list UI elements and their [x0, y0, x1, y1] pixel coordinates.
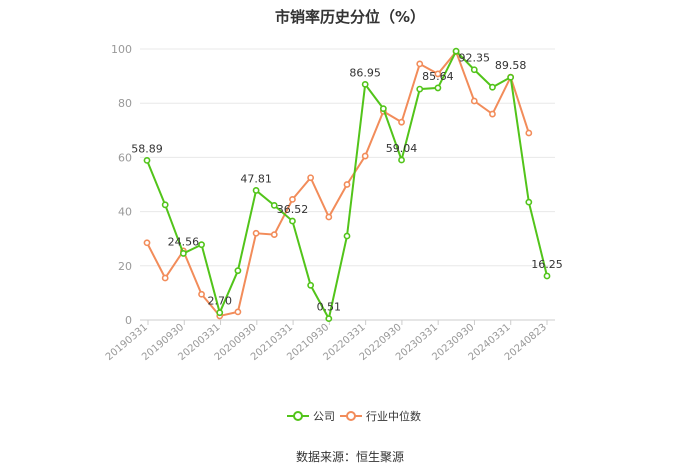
data-source: 数据来源：恒生聚源 [296, 449, 404, 464]
data-point[interactable] [452, 47, 460, 55]
legend-item-company[interactable]: 公司 [287, 410, 335, 423]
data-label: 85.64 [422, 70, 454, 83]
data-label: 2.70 [207, 295, 232, 308]
data-point[interactable] [270, 231, 278, 239]
data-point[interactable] [507, 73, 515, 81]
data-point[interactable] [270, 201, 278, 209]
data-point[interactable] [470, 97, 478, 105]
data-point[interactable] [525, 129, 533, 137]
y-tick-label: 60 [118, 151, 132, 164]
series-industry-median [143, 48, 533, 320]
data-point[interactable] [234, 267, 242, 275]
legend-company-marker-icon [293, 411, 303, 421]
chart-title: 市销率历史分位（%） [275, 8, 425, 26]
data-label: 24.56 [168, 235, 200, 248]
data-label: 47.81 [240, 172, 272, 185]
data-point[interactable] [198, 290, 205, 298]
data-point[interactable] [416, 60, 424, 68]
data-label: 0.51 [317, 301, 342, 314]
y-tick-label: 80 [118, 97, 132, 110]
data-point[interactable] [307, 281, 315, 289]
legend-item-industry-median[interactable]: 行业中位数 [340, 409, 421, 423]
x-axis-ticks: 2019033120190930202003312020093020210331… [104, 320, 549, 363]
data-point[interactable] [379, 105, 387, 113]
data-point[interactable] [179, 250, 187, 257]
data-label: 89.58 [495, 59, 527, 72]
data-point[interactable] [307, 174, 315, 182]
data-point[interactable] [361, 80, 369, 88]
data-label: 58.89 [131, 142, 163, 155]
data-point[interactable] [198, 241, 205, 249]
legend-industry-label: 行业中位数 [366, 409, 421, 423]
data-point[interactable] [289, 217, 296, 225]
data-point[interactable] [434, 70, 442, 78]
data-point[interactable] [489, 83, 496, 91]
data-point[interactable] [289, 196, 296, 203]
data-labels: 58.89 24.56 2.70 47.81 36.52 0.51 86.95 59.04 85… [131, 52, 563, 314]
data-label: 16.25 [531, 258, 563, 271]
series-company [143, 47, 551, 323]
grid-lines [140, 48, 555, 267]
series-line [146, 49, 530, 318]
data-point[interactable] [143, 157, 151, 164]
data-point[interactable] [252, 229, 260, 237]
data-point[interactable] [489, 110, 496, 118]
series-layer [143, 47, 551, 323]
data-point[interactable] [343, 232, 351, 240]
legend: 公司 行业中位数 [287, 409, 421, 423]
data-point[interactable] [161, 274, 169, 282]
data-point[interactable] [470, 66, 478, 74]
data-point[interactable] [252, 187, 260, 194]
y-tick-label: 100 [111, 43, 132, 56]
y-tick-label: 20 [118, 260, 132, 273]
data-label: 92.35 [459, 52, 491, 65]
data-point[interactable] [161, 201, 169, 209]
y-axis-ticks: 0 20 40 60 80 100 [111, 43, 132, 327]
data-point[interactable] [216, 309, 224, 317]
legend-company-label: 公司 [313, 410, 335, 423]
data-label: 36.52 [277, 203, 309, 216]
data-point[interactable] [398, 118, 405, 126]
data-point[interactable] [434, 84, 442, 92]
data-label: 86.95 [349, 66, 381, 79]
data-point[interactable] [234, 308, 242, 316]
data-point[interactable] [343, 181, 351, 188]
data-point[interactable] [525, 198, 533, 206]
data-point[interactable] [325, 213, 333, 221]
data-label: 59.04 [386, 142, 418, 155]
data-point[interactable] [361, 152, 369, 160]
data-point[interactable] [543, 272, 551, 280]
data-point[interactable] [398, 156, 405, 164]
data-point[interactable] [143, 239, 151, 247]
y-tick-label: 0 [125, 314, 132, 327]
legend-industry-marker-icon [346, 411, 356, 421]
y-tick-label: 40 [118, 206, 132, 219]
data-point[interactable] [416, 85, 424, 93]
data-point[interactable] [325, 315, 333, 323]
